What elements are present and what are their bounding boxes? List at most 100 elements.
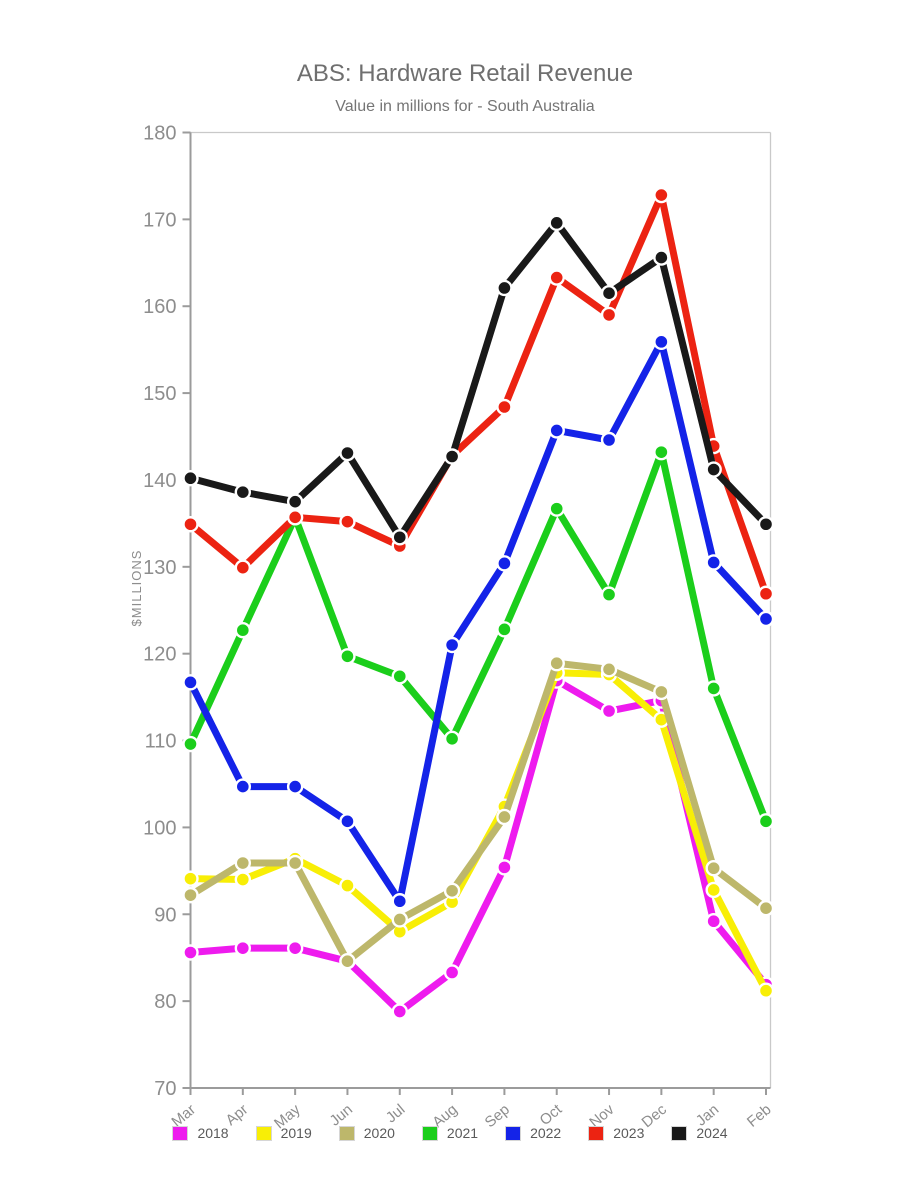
- data-point-2020-Apr: [234, 854, 252, 872]
- data-point-2022-May: [286, 778, 304, 795]
- data-point-2024-Sep: [496, 279, 513, 297]
- data-point-2021-Aug: [443, 730, 461, 748]
- legend-label-2024: 2024: [696, 1125, 728, 1141]
- y-tick-label: 160: [143, 296, 176, 318]
- y-tick-label: 130: [143, 557, 176, 579]
- data-point-2021-Mar: [182, 735, 199, 753]
- legend-swatch-2019: [255, 1125, 272, 1141]
- legend-item-2021: 2021: [421, 1125, 478, 1141]
- data-point-2018-Aug: [443, 964, 461, 981]
- data-point-2024-Dec: [653, 249, 670, 266]
- data-point-2020-Dec: [653, 683, 670, 701]
- data-point-2018-Mar: [182, 944, 199, 961]
- data-point-2022-Dec: [653, 333, 670, 351]
- legend: 2018 2019 2020 2021 2022 2023 2024: [0, 1121, 900, 1145]
- data-point-2018-Nov: [600, 702, 618, 720]
- data-point-2024-May: [286, 493, 304, 510]
- data-point-2023-Mar: [182, 516, 199, 533]
- data-point-2023-Feb: [757, 585, 775, 602]
- legend-swatch-2021: [421, 1125, 438, 1141]
- legend-label-2019: 2019: [280, 1125, 312, 1141]
- data-point-2021-Sep: [496, 621, 513, 638]
- y-tick-label: 150: [143, 383, 176, 405]
- data-point-2023-Nov: [600, 306, 618, 324]
- chart-subtitle: Value in millions for - South Australia: [335, 98, 595, 115]
- data-point-2018-May: [286, 939, 304, 957]
- data-point-2021-Jun: [339, 648, 356, 665]
- y-tick-label: 70: [154, 1078, 176, 1100]
- data-point-2020-Sep: [496, 808, 513, 826]
- data-point-2020-Oct: [548, 655, 565, 672]
- data-point-2022-Feb: [757, 610, 775, 628]
- data-point-2023-May: [286, 509, 304, 526]
- y-tick-label: 140: [143, 470, 176, 492]
- data-point-2024-Mar: [182, 470, 199, 487]
- series-line-2023: [188, 191, 770, 595]
- y-axis-title: $MILLIONS: [129, 550, 144, 627]
- data-point-2023-Apr: [234, 559, 252, 576]
- data-point-2022-Nov: [600, 431, 618, 449]
- data-point-2019-Apr: [234, 871, 252, 888]
- legend-item-2019: 2019: [255, 1125, 312, 1141]
- y-tick-label: 100: [143, 817, 176, 839]
- series-line-2020: [188, 659, 769, 965]
- legend-item-2020: 2020: [338, 1125, 395, 1141]
- data-point-2022-Jan: [705, 554, 722, 571]
- data-point-2024-Jun: [339, 444, 356, 462]
- legend-item-2022: 2022: [505, 1125, 561, 1141]
- data-point-2021-Jan: [705, 680, 722, 697]
- data-point-2020-Feb: [757, 899, 775, 917]
- data-point-2024-Apr: [234, 483, 252, 501]
- legend-item-2018: 2018: [172, 1125, 229, 1141]
- legend-label-2022: 2022: [530, 1125, 562, 1141]
- data-point-2021-Nov: [600, 586, 618, 603]
- data-point-2021-Feb: [757, 813, 775, 830]
- y-tick-label: 180: [143, 123, 176, 145]
- data-point-2020-Nov: [600, 661, 618, 678]
- data-point-2019-Jan: [705, 881, 722, 899]
- legend-label-2018: 2018: [197, 1125, 229, 1141]
- data-point-2020-Jul: [391, 911, 408, 928]
- legend-label-2023: 2023: [613, 1125, 645, 1141]
- data-point-2020-Mar: [182, 886, 199, 904]
- data-point-2021-Apr: [234, 622, 252, 639]
- data-point-2019-Mar: [182, 870, 199, 887]
- y-tick-label: 120: [143, 644, 176, 666]
- data-point-2024-Jul: [391, 529, 408, 546]
- data-point-2021-Dec: [653, 443, 670, 461]
- data-point-2024-Jan: [705, 461, 722, 478]
- data-point-2018-Sep: [496, 859, 513, 876]
- y-tick-label: 170: [143, 209, 176, 231]
- data-point-2018-Jul: [391, 1003, 408, 1020]
- legend-item-2023: 2023: [588, 1125, 644, 1141]
- data-point-2019-Feb: [757, 982, 775, 999]
- data-point-2023-Dec: [653, 186, 670, 204]
- data-point-2023-Sep: [496, 398, 513, 416]
- legend-swatch-2022: [505, 1125, 522, 1141]
- data-point-2021-Jul: [391, 668, 408, 685]
- legend-swatch-2020: [338, 1125, 355, 1141]
- data-point-2020-Jan: [705, 860, 722, 877]
- series-line-2018: [190, 677, 769, 1016]
- data-point-2024-Oct: [548, 214, 565, 232]
- data-point-2020-Aug: [443, 882, 461, 900]
- series-line-2024: [189, 219, 769, 541]
- data-point-2022-Apr: [234, 778, 252, 795]
- data-point-2019-Jun: [339, 877, 356, 894]
- data-point-2018-Jan: [705, 913, 722, 930]
- series-line-2022: [187, 338, 769, 905]
- data-point-2018-Apr: [234, 939, 252, 957]
- data-point-2022-Oct: [548, 422, 565, 439]
- chart-title: ABS: Hardware Retail Revenue: [296, 60, 634, 87]
- data-point-2022-Aug: [443, 636, 461, 654]
- legend-swatch-2023: [588, 1125, 605, 1141]
- data-point-2024-Aug: [443, 448, 461, 465]
- data-point-2022-Mar: [182, 674, 199, 691]
- data-point-2022-Jun: [339, 813, 356, 830]
- y-tick-label: 80: [154, 991, 176, 1013]
- y-tick-label: 90: [154, 904, 176, 926]
- data-point-2022-Jul: [391, 893, 408, 910]
- data-point-2022-Sep: [496, 555, 513, 572]
- data-point-2020-May: [286, 854, 304, 872]
